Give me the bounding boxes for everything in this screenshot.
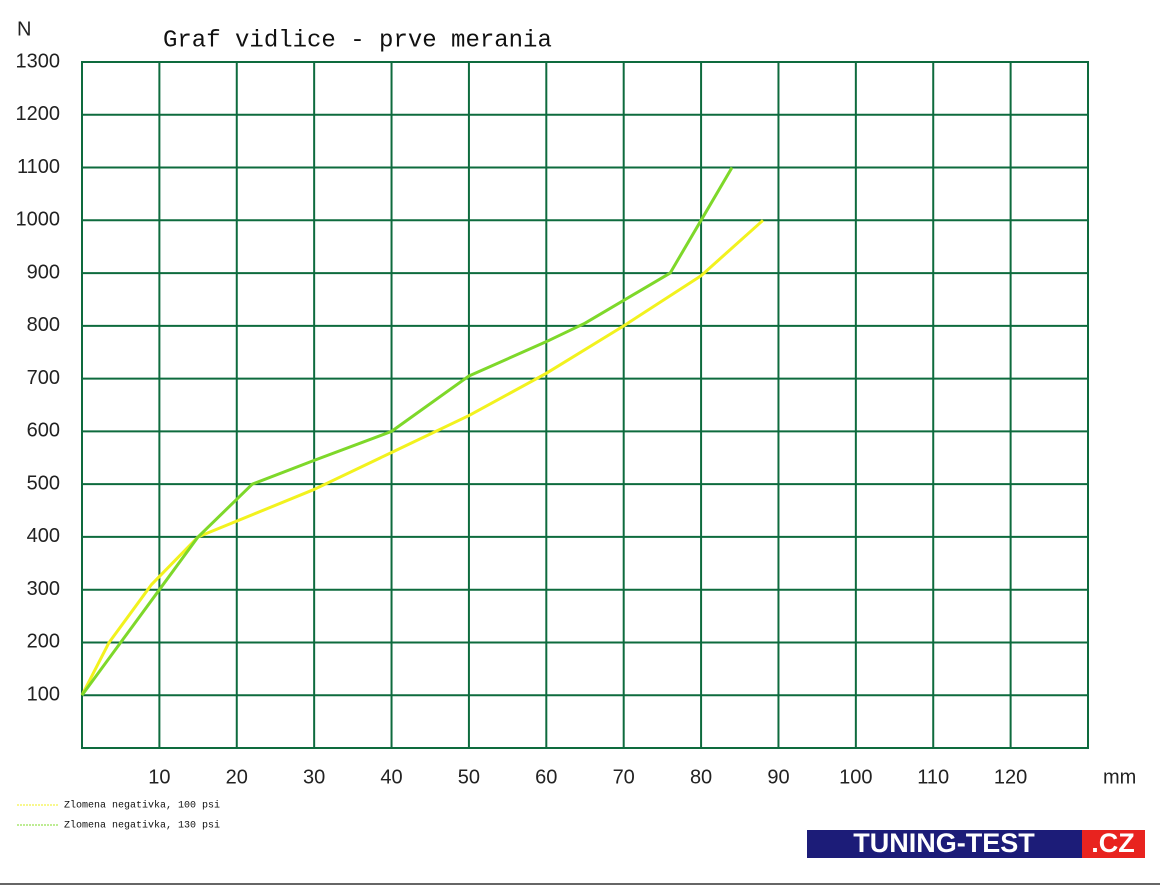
x-tick-label: 40: [380, 766, 402, 788]
x-tick-label: 110: [917, 766, 949, 788]
logo-text: TUNING-TEST: [853, 828, 1035, 858]
y-tick-label: 1100: [17, 156, 60, 178]
series-line: [80, 219, 764, 696]
y-tick-label: 600: [27, 420, 60, 442]
logo-box-red: [1082, 830, 1145, 858]
x-tick-label: 100: [839, 766, 872, 788]
y-tick-label: 800: [27, 314, 60, 336]
x-tick-label: 60: [535, 766, 557, 788]
x-tick-label: 30: [303, 766, 325, 788]
legend-label: Zlomena negativka, 130 psi: [64, 820, 220, 832]
plot-frame: [81, 61, 1089, 749]
x-axis-label: mm: [1103, 766, 1136, 788]
y-tick-label: 400: [27, 525, 60, 547]
y-tick-label: 1000: [16, 209, 61, 231]
y-tick-label: 900: [27, 261, 60, 283]
y-tick-label: 100: [27, 684, 60, 706]
y-axis-label: N: [17, 18, 31, 40]
x-tick-label: 70: [613, 766, 635, 788]
legend-label: Zlomena negativka, 100 psi: [64, 800, 220, 812]
series-line: [80, 166, 734, 697]
chart-title: Graf vidlice - prve merania: [163, 27, 552, 54]
x-tick-label: 10: [148, 766, 170, 788]
y-tick-label: 1300: [16, 50, 61, 72]
y-tick-label: 200: [27, 631, 60, 653]
x-tick-label: 50: [458, 766, 480, 788]
y-tick-label: 500: [27, 472, 60, 494]
logo-box: [807, 830, 1082, 858]
y-tick-label: 1200: [16, 103, 61, 125]
x-tick-label: 20: [226, 766, 248, 788]
x-tick-label: 90: [767, 766, 789, 788]
x-tick-label: 120: [994, 766, 1027, 788]
x-tick-label: 80: [690, 766, 712, 788]
logo-suffix: .CZ: [1091, 828, 1135, 858]
y-tick-label: 700: [27, 367, 60, 389]
y-tick-label: 300: [27, 578, 60, 600]
